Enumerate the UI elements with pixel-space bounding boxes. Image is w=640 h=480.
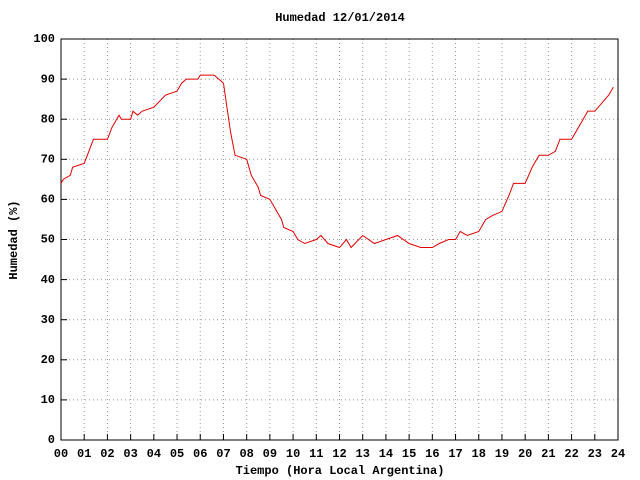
x-tick-label: 15 bbox=[402, 447, 416, 461]
data-line bbox=[60, 74, 614, 249]
y-tick-label: 10 bbox=[41, 393, 55, 407]
x-tick-label: 12 bbox=[332, 447, 346, 461]
x-tick-label: 20 bbox=[518, 447, 532, 461]
x-tick-label: 22 bbox=[564, 447, 578, 461]
x-tick-label: 04 bbox=[147, 447, 161, 461]
chart-title: Humedad 12/01/2014 bbox=[275, 11, 405, 25]
x-tick-label: 10 bbox=[286, 447, 300, 461]
y-tick-label: 30 bbox=[41, 313, 55, 327]
x-tick-label: 21 bbox=[541, 447, 555, 461]
x-tick-label: 14 bbox=[379, 447, 393, 461]
x-tick-label: 24 bbox=[611, 447, 625, 461]
y-tick-label: 60 bbox=[41, 193, 55, 207]
x-tick-label: 02 bbox=[100, 447, 114, 461]
x-tick-label: 00 bbox=[54, 447, 68, 461]
x-tick-label: 06 bbox=[193, 447, 207, 461]
x-tick-label: 01 bbox=[77, 447, 91, 461]
y-tick-label: 90 bbox=[41, 72, 55, 86]
x-tick-label: 07 bbox=[216, 447, 230, 461]
y-axis-label: Humedad (%) bbox=[7, 200, 21, 279]
y-tick-label: 20 bbox=[41, 353, 55, 367]
x-tick-label: 03 bbox=[123, 447, 137, 461]
y-tick-label: 100 bbox=[33, 32, 55, 46]
plot-border bbox=[60, 38, 619, 441]
x-tick-label: 09 bbox=[263, 447, 277, 461]
x-tick-label: 17 bbox=[448, 447, 462, 461]
x-tick-label: 11 bbox=[309, 447, 323, 461]
x-axis-label: Tiempo (Hora Local Argentina) bbox=[236, 464, 445, 478]
x-tick-label: 05 bbox=[170, 447, 184, 461]
y-tick-label: 0 bbox=[48, 433, 55, 447]
x-tick-label: 19 bbox=[495, 447, 509, 461]
y-tick-label: 80 bbox=[41, 112, 55, 126]
x-tick-label: 13 bbox=[356, 447, 370, 461]
y-tick-label: 70 bbox=[41, 152, 55, 166]
x-tick-label: 16 bbox=[425, 447, 439, 461]
x-tick-label: 18 bbox=[472, 447, 486, 461]
x-tick-label: 23 bbox=[588, 447, 602, 461]
x-tick-label: 08 bbox=[239, 447, 253, 461]
y-tick-label: 50 bbox=[41, 233, 55, 247]
y-tick-label: 40 bbox=[41, 273, 55, 287]
